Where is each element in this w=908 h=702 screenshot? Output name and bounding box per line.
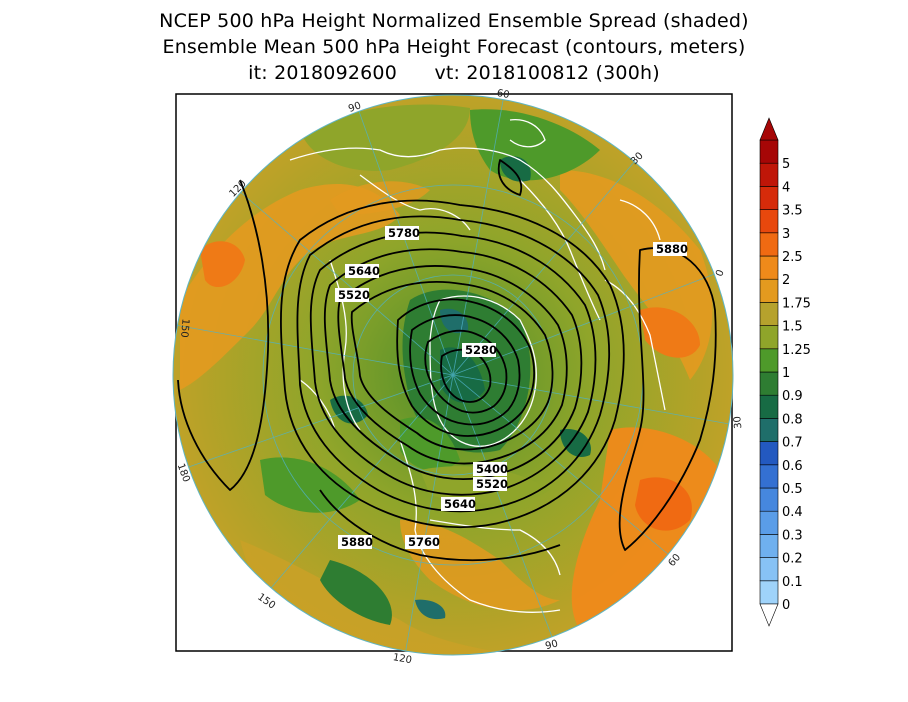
contour-label: 5280 (465, 343, 497, 357)
longitude-label: 30 (732, 416, 744, 430)
title-line-1: NCEP 500 hPa Height Normalized Ensemble … (159, 10, 749, 32)
title-line-2: Ensemble Mean 500 hPa Height Forecast (c… (162, 36, 746, 58)
colorbar-swatch (759, 209, 779, 234)
colorbar-swatch (759, 255, 779, 280)
map-disc-outline (172, 94, 734, 656)
colorbar-label: 0.5 (782, 482, 803, 497)
colorbar-swatch (759, 302, 779, 326)
colorbar-label: 1.25 (782, 343, 811, 358)
colorbar-swatch (759, 139, 779, 164)
colorbar-swatch (759, 371, 779, 396)
colorbar-swatch (759, 418, 779, 442)
longitude-label: 90 (544, 638, 559, 652)
colorbar-label: 0.8 (782, 412, 803, 427)
contour-label: 5760 (408, 535, 440, 549)
colorbar-swatch (759, 580, 779, 605)
colorbar-swatch (759, 534, 779, 558)
colorbar-swatch (759, 557, 779, 582)
colorbar-label: 5 (782, 157, 790, 172)
colorbar-label: 1 (782, 366, 790, 381)
colorbar: 0 0.1 0.2 0.3 0.4 0.5 0.6 0.7 0.8 0.9 1 1.25 1.5 1.75… (759, 117, 811, 627)
colorbar-label: 0.4 (782, 505, 803, 520)
longitude-label: 120 (392, 652, 413, 666)
map-title: NCEP 500 hPa Height Normalized Ensemble … (0, 8, 908, 86)
colorbar-swatch (759, 278, 779, 303)
colorbar-label: 1.75 (782, 296, 811, 311)
longitude-label: 150 (178, 318, 191, 338)
title-line-3: it: 2018092600 vt: 2018100812 (300h) (248, 62, 660, 84)
colorbar-label: 0.7 (782, 436, 803, 451)
contour-label: 5640 (444, 497, 476, 511)
colorbar-label: 2 (782, 273, 790, 288)
contour-label: 5520 (476, 477, 508, 491)
colorbar-swatch (759, 162, 779, 187)
colorbar-label: 1.5 (782, 320, 803, 335)
colorbar-max-triangle (759, 117, 779, 141)
colorbar-swatch (759, 510, 779, 535)
coastlines (289, 119, 666, 613)
colorbar-label: 2.5 (782, 250, 803, 265)
colorbar-swatch (759, 232, 779, 257)
longitude-label: 90 (347, 100, 363, 115)
colorbar-label: 0.3 (782, 528, 803, 543)
contour-label: 5880 (656, 242, 688, 256)
colorbar-label: 3 (782, 227, 790, 242)
colorbar-label: 0.6 (782, 459, 803, 474)
colorbar-swatch (759, 325, 779, 350)
contour-label: 5520 (338, 288, 370, 302)
contour-label: 5400 (476, 462, 508, 476)
longitude-label: 60 (496, 88, 510, 101)
longitude-label: 0 (714, 268, 727, 278)
colorbar-swatch (759, 487, 779, 512)
colorbar-label: 0 (782, 598, 790, 613)
contour-label: 5780 (388, 226, 420, 240)
colorbar-label: 4 (782, 180, 790, 195)
contour-label-group: 5780 5640 5520 5280 5400 5520 5640 5760 … (335, 226, 688, 549)
colorbar-label: 3.5 (782, 204, 803, 219)
colorbar-min-triangle (759, 603, 779, 627)
colorbar-swatch (759, 464, 779, 489)
contour-label: 5880 (341, 535, 373, 549)
contour-label: 5640 (348, 264, 380, 278)
colorbar-label: 0.1 (782, 575, 803, 590)
colorbar-label: 0.9 (782, 389, 803, 404)
longitude-labels: 60 30 0 30 60 90 120 150 180 150 120 90 (175, 88, 745, 666)
colorbar-swatch (759, 441, 779, 466)
colorbar-swatch (759, 394, 779, 419)
colorbar-swatch (759, 186, 779, 210)
colorbar-swatch (759, 348, 779, 373)
height-contours (177, 159, 717, 562)
colorbar-label: 0.2 (782, 552, 803, 567)
